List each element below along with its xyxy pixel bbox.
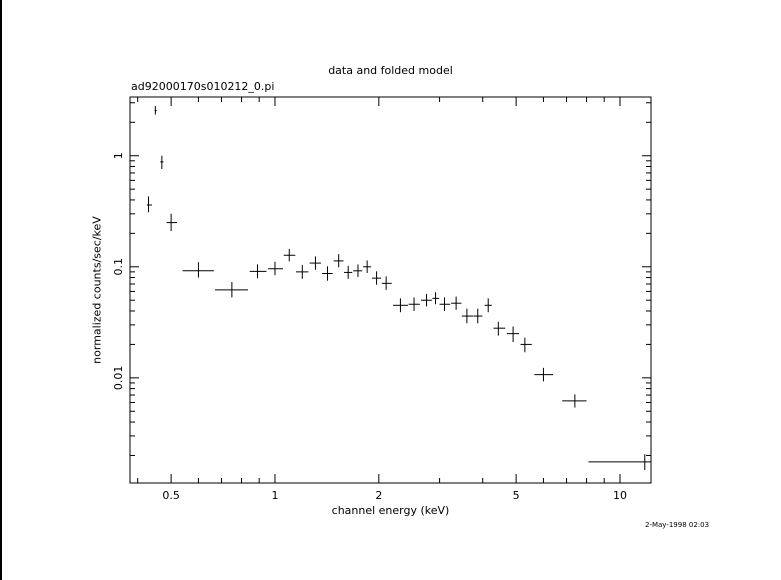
data-point [295, 264, 309, 279]
chart-title: data and folded model [328, 64, 453, 77]
data-point [283, 248, 296, 262]
data-point [408, 297, 420, 311]
y-tick-label: 1 [112, 152, 125, 159]
x-tick-label: 10 [613, 489, 627, 502]
chart-subtitle: ad92000170s010212_0.pi [131, 80, 275, 93]
data-point [146, 196, 152, 213]
data-point [333, 254, 344, 268]
data-point [182, 262, 214, 278]
data-point [432, 292, 440, 305]
x-tick-label: 0.5 [162, 489, 180, 502]
data-point [393, 298, 409, 313]
data-point [343, 265, 353, 279]
x-axis-label: channel energy (keV) [331, 504, 450, 517]
y-axis-label: normalized counts/sec/keV [90, 216, 104, 364]
data-point [506, 326, 520, 343]
data-point [371, 271, 382, 285]
data-point [562, 394, 587, 408]
timestamp: 2-May-1998 02:03 [645, 521, 710, 529]
data-point [493, 321, 506, 336]
data-point [166, 213, 177, 232]
data-point [249, 264, 267, 279]
x-tick-label: 2 [375, 489, 382, 502]
data-point [420, 293, 432, 307]
data-point [214, 281, 248, 298]
data-point [484, 298, 492, 313]
y-tick-label: 0.01 [112, 366, 125, 391]
data-point [309, 256, 322, 270]
plot-frame [129, 96, 652, 484]
window-left-border [0, 0, 2, 580]
x-tick-label: 5 [513, 489, 520, 502]
data-point [439, 297, 451, 311]
data-point [534, 367, 554, 382]
data-point [268, 261, 283, 276]
data-point [160, 155, 164, 169]
data-point [520, 337, 532, 353]
data-point [451, 296, 462, 310]
data-point [154, 106, 157, 115]
data-point [353, 264, 363, 277]
data-point [363, 260, 372, 273]
x-tick-label: 1 [271, 489, 278, 502]
data-point [461, 308, 474, 324]
data-point [322, 266, 333, 281]
data-point [588, 454, 651, 470]
data-point [381, 276, 392, 290]
data-point [473, 308, 483, 324]
y-tick-label: 0.1 [112, 258, 125, 276]
